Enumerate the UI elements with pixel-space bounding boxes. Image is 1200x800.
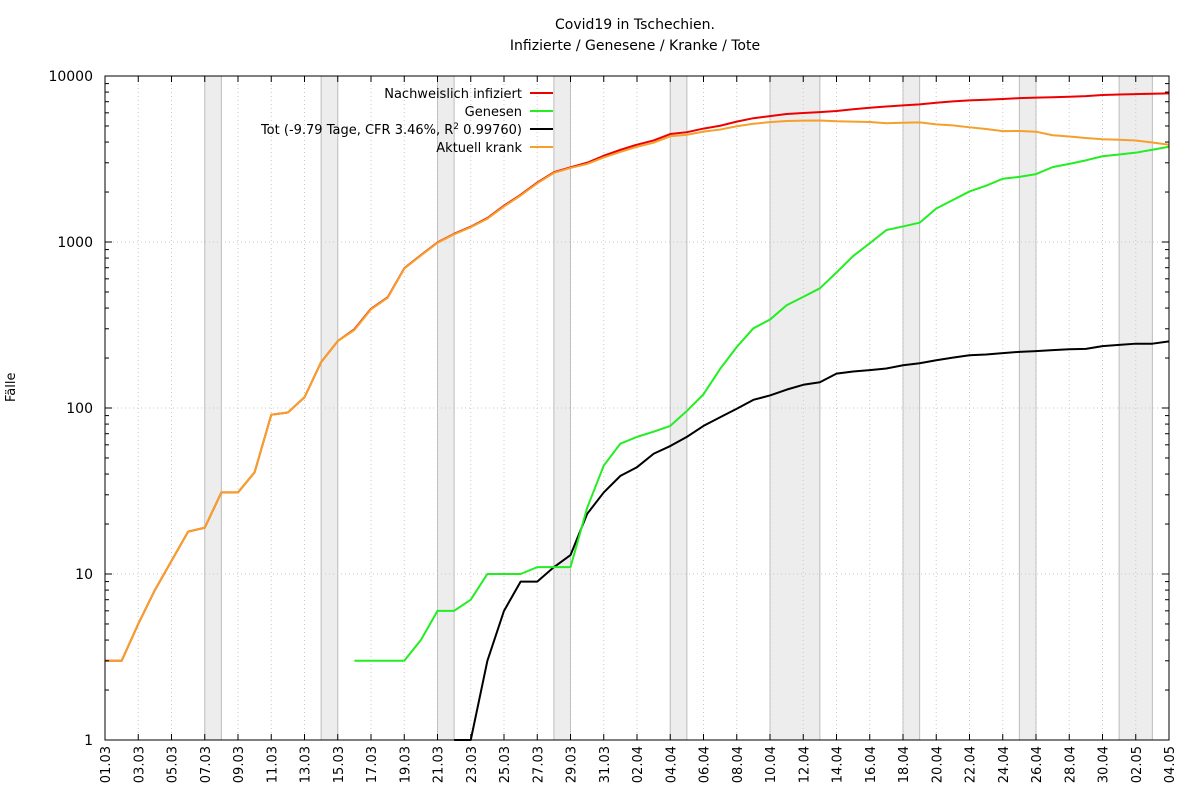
x-tick-label: 30.04: [1097, 746, 1112, 783]
x-tick-label: 15.03: [332, 746, 347, 783]
x-tick-label: 06.04: [698, 746, 713, 783]
chart-subtitle: Infizierte / Genesene / Kranke / Tote: [509, 38, 761, 54]
x-tick-label: 13.03: [299, 746, 314, 783]
axis-ticks: 01.03 03.03 05.03 07.03 09.03 11.03 13.03 15.03…: [48, 69, 1178, 783]
legend-label-infiziert: Nachweislich infiziert: [384, 87, 522, 102]
y-tick-label: 1: [84, 733, 93, 749]
x-tick-label: 11.03: [265, 746, 280, 783]
y-tick-label: 100: [66, 401, 93, 417]
x-tick-label: 22.04: [964, 746, 979, 783]
x-tick-label: 04.05: [1163, 746, 1178, 783]
legend-label-genesen: Genesen: [465, 105, 522, 120]
x-tick-label: 10.04: [764, 746, 779, 783]
weekend-band-7: [1019, 76, 1036, 740]
weekend-band-5: [770, 76, 820, 740]
x-tick-label: 07.03: [199, 746, 214, 783]
x-tick-label: 04.04: [664, 746, 679, 783]
series-line-krank: [105, 119, 1170, 662]
x-tick-label: 29.03: [565, 746, 580, 783]
x-tick-label: 25.03: [498, 746, 513, 783]
weekend-band-3: [553, 76, 571, 740]
legend-label-tot-sup: 2: [453, 122, 459, 132]
grid-lines: [104, 75, 1170, 741]
series-lines: [105, 92, 1170, 741]
legend-label-tot: Tot (-9.79 Tage, CFR 3.46%, R2 0.99760): [260, 122, 522, 138]
legend-label-tot-main: Tot (-9.79 Tage, CFR 3.46%, R: [260, 123, 453, 138]
x-tick-label: 20.04: [930, 746, 945, 783]
x-tick-label: 02.05: [1130, 746, 1145, 783]
x-tick-label: 23.03: [465, 746, 480, 783]
x-tick-label: 28.04: [1063, 746, 1078, 783]
x-tick-label: 01.03: [99, 746, 114, 783]
chart-title: Covid19 in Tschechien.: [555, 17, 715, 33]
x-tick-label: 16.04: [864, 746, 879, 783]
x-tick-label: 12.04: [797, 746, 812, 783]
y-tick-label: 1000: [57, 235, 93, 251]
series-line-genesen: [354, 145, 1170, 662]
x-tick-label: 18.04: [897, 746, 912, 783]
x-tick-label: 26.04: [1030, 746, 1045, 783]
x-tick-label: 08.04: [731, 746, 746, 783]
x-tick-label: 17.03: [365, 746, 380, 783]
x-tick-label: 19.03: [398, 746, 413, 783]
y-tick-label: 10000: [48, 69, 93, 85]
weekend-band-4: [670, 76, 687, 740]
x-tick-label: 14.04: [831, 746, 846, 783]
x-tick-label: 27.03: [531, 746, 546, 783]
weekend-shading: [204, 76, 1153, 740]
weekend-band-6: [903, 76, 920, 740]
x-tick-label: 24.04: [997, 746, 1012, 783]
x-tick-label: 03.03: [132, 746, 147, 783]
legend: Nachweislich infiziert Genesen Tot (-9.7…: [260, 87, 553, 156]
x-tick-label: 09.03: [232, 746, 247, 783]
x-tick-label: 31.03: [598, 746, 613, 783]
x-tick-label: 21.03: [432, 746, 447, 783]
legend-label-krank: Aktuell krank: [436, 141, 522, 156]
y-tick-label: 10: [75, 567, 93, 583]
series-line-tot: [454, 340, 1170, 741]
x-tick-label: 02.04: [631, 746, 646, 783]
legend-label-tot-tail: 0.99760): [459, 123, 522, 138]
x-tick-label: 05.03: [166, 746, 181, 783]
